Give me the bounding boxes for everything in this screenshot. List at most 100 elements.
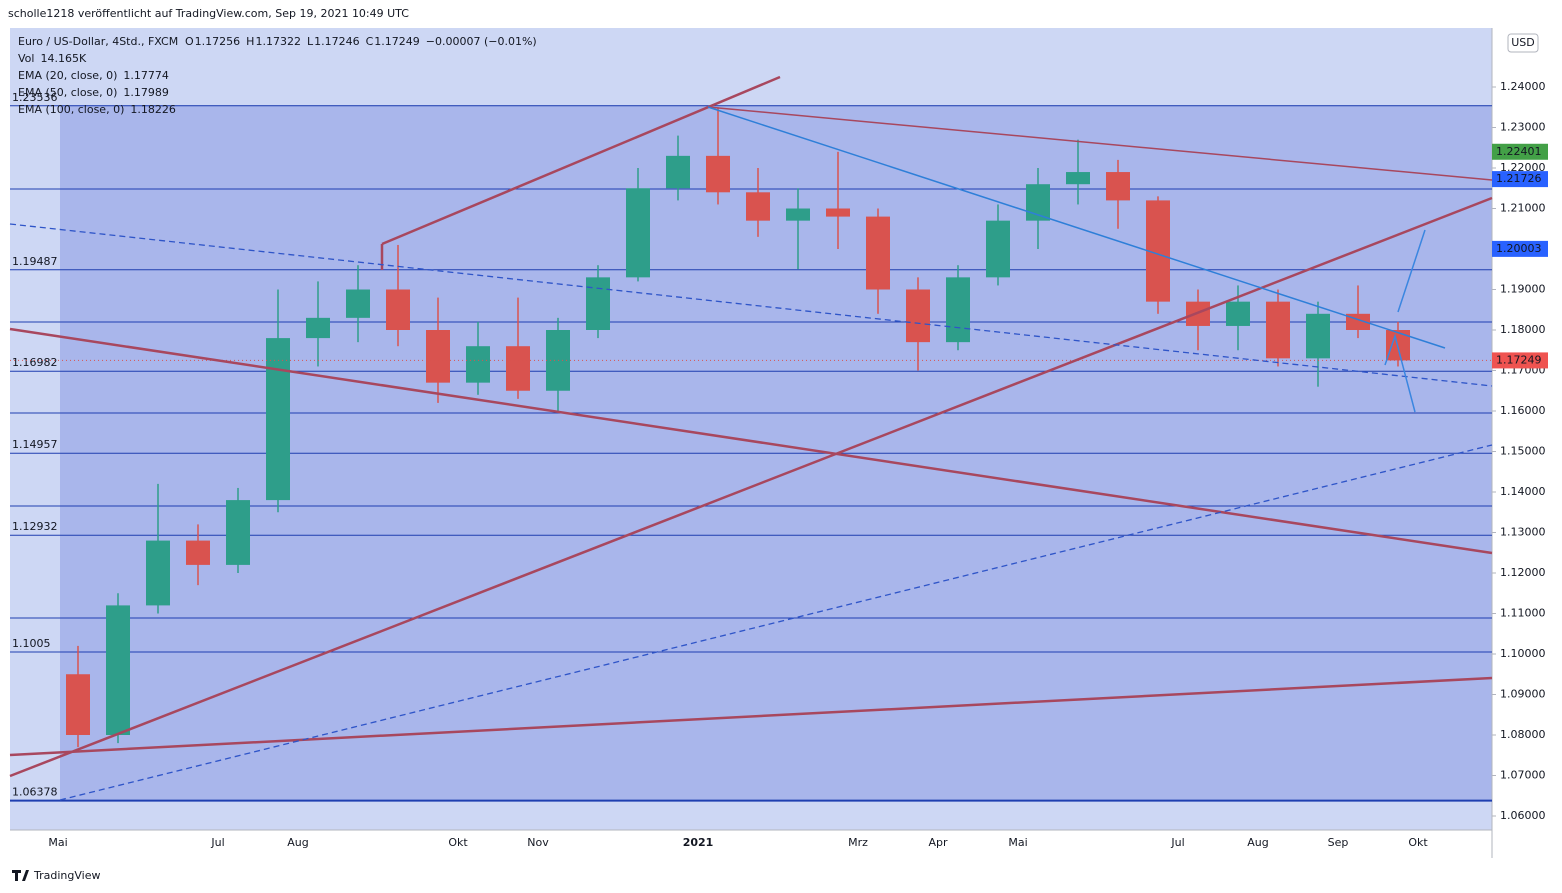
y-tick-label: 1.06000 [1500, 809, 1546, 822]
candle-body [306, 317, 330, 339]
price-badge-label: 1.20003 [1496, 242, 1542, 255]
trendline [9, 196, 1493, 778]
candle-body [986, 220, 1010, 278]
candle-body [466, 346, 490, 383]
currency[interactable]: USD [1511, 36, 1535, 49]
price-badge-label: 1.21726 [1496, 172, 1542, 185]
candle-body [946, 277, 970, 343]
x-tick-label: Nov [527, 836, 549, 849]
x-tick-label: Mai [1008, 836, 1027, 849]
quote-value: 1.17322 [255, 35, 301, 48]
arrow [1397, 229, 1426, 313]
candle-body [146, 540, 170, 606]
candle-body [906, 289, 930, 343]
x-tick-label: Jul [1170, 836, 1184, 849]
x-tick-label: Mrz [848, 836, 868, 849]
candle-body [586, 277, 610, 331]
candle-body [626, 188, 650, 278]
y-tick-label: 1.12000 [1500, 566, 1546, 579]
y-tick-label: 1.09000 [1500, 687, 1546, 700]
y-tick-label: 1.22000 [1500, 161, 1546, 174]
indicator-value: 14.165K [40, 52, 86, 65]
candle-body [1266, 301, 1290, 359]
quote-value: 1.17256 [195, 35, 241, 48]
quote-value: 1.17246 [314, 35, 360, 48]
trendline [381, 75, 781, 246]
candle-body [186, 540, 210, 565]
price-badge [1492, 240, 1548, 257]
trendline [9, 327, 1493, 555]
currency-button[interactable] [1507, 33, 1539, 53]
x-tick-label: Okt [448, 836, 468, 849]
level-label: 1.16982 [12, 356, 58, 369]
candle-body [706, 155, 730, 193]
chart-title: Euro / US-Dollar, 4Std., FXCM [18, 35, 178, 48]
candle-body [266, 338, 290, 501]
x-tick-label: Sep [1328, 836, 1349, 849]
price-badge [1492, 171, 1548, 188]
price-badge [1492, 143, 1548, 160]
level-label: 1.1005 [12, 637, 51, 650]
indicator-name: EMA (50, close, 0) [18, 86, 117, 99]
y-tick-label: 1.08000 [1500, 728, 1546, 741]
level-label: 1.12932 [12, 520, 58, 533]
indicator-value: 1.18226 [130, 103, 176, 116]
x-tick-label: Apr [928, 836, 948, 849]
level-label: 1.06378 [12, 786, 58, 799]
brand: TradingView [33, 869, 100, 882]
candle-body [506, 346, 530, 391]
x-tick-label: Jul [210, 836, 224, 849]
trendline [707, 106, 1446, 349]
quote-value: 1.17249 [374, 35, 420, 48]
price-badge-label: 1.22401 [1496, 145, 1542, 158]
level-label: 1.14957 [12, 438, 58, 451]
price-axis [1492, 28, 1562, 858]
indicator-name: EMA (20, close, 0) [18, 69, 117, 82]
level-label: 1.23536 [12, 91, 58, 104]
candle-body [346, 289, 370, 318]
y-tick-label: 1.10000 [1500, 647, 1546, 660]
quote-label: H [246, 35, 254, 48]
quote-label: L [307, 35, 314, 48]
price-badge [1492, 352, 1548, 369]
candles: 1.23536 1.19487 1.16982 1.14957 1.12932 1.100… [10, 91, 1492, 802]
indicator-name: Vol [18, 52, 34, 65]
x-tick-label: Aug [287, 836, 308, 849]
candle-body [666, 155, 690, 189]
trendlines [9, 75, 1493, 801]
candle-body [826, 208, 850, 217]
indicator-name: EMA (100, close, 0) [18, 103, 124, 116]
x-tick-label: Mai [48, 836, 67, 849]
y-tick-label: 1.23000 [1500, 121, 1546, 134]
y-tick-label: 1.15000 [1500, 444, 1546, 457]
x-tick-label: 2021 [683, 836, 714, 849]
candle-body [386, 289, 410, 331]
brand-logo [12, 870, 29, 881]
y-tick-label: 1.13000 [1500, 525, 1546, 538]
y-tick-label: 1.14000 [1500, 485, 1546, 498]
y-tick-label: 1.18000 [1500, 323, 1546, 336]
indicator-value: 1.17989 [123, 86, 169, 99]
y-tick-label: 1.11000 [1500, 606, 1546, 619]
y-tick-label: 1.21000 [1500, 202, 1546, 215]
price-badge-label: 1.17249 [1496, 353, 1542, 366]
indicator-value: 1.17774 [123, 69, 169, 82]
candle-body [1306, 313, 1330, 359]
candle-body [66, 674, 90, 735]
legend: O 1.17256 H 1.17322 L 1.17246 C 1.17249 −0.00007… [18, 35, 537, 116]
trendline [9, 676, 1493, 757]
candle-body [1106, 172, 1130, 201]
quote-label: O [185, 35, 194, 48]
candle-body [426, 330, 450, 383]
y-tick-label: 1.19000 [1500, 283, 1546, 296]
x-tick-label: Okt [1408, 836, 1428, 849]
trendline [59, 444, 1493, 801]
candle-body [106, 605, 130, 735]
shaded-zone [60, 105, 1492, 800]
candle-body [226, 500, 250, 565]
candle-body [1226, 301, 1250, 326]
trendline [707, 106, 1493, 181]
change: −0.00007 (−0.01%) [426, 35, 537, 48]
y-tick-label: 1.24000 [1500, 80, 1546, 93]
